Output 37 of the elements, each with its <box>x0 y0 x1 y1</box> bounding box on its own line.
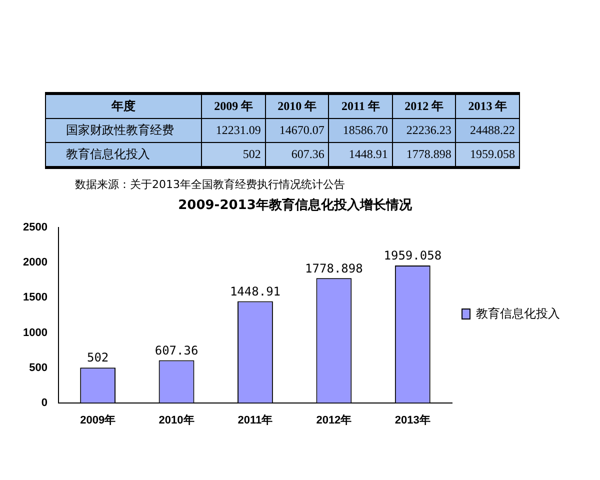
data-label: 502 <box>202 142 266 168</box>
chart-title: 2009-2013年教育信息化投入增长情况 <box>178 197 413 214</box>
y-tick-label: 1500 <box>22 292 48 304</box>
data-label: 18586.70 <box>328 118 392 142</box>
y-tick-label: 1000 <box>22 326 48 339</box>
data-label: 1959.058 <box>456 142 520 168</box>
data-label: 12231.09 <box>202 118 266 142</box>
data-label: 607.36 <box>265 142 329 168</box>
x-axis-title: 年度 <box>46 94 202 118</box>
data-label: 1778.898 <box>392 142 456 168</box>
x-tick-label: 2012年 <box>316 413 352 426</box>
data-label: 14670.07 <box>265 118 329 142</box>
y-tick-label: 国家财政性教育经费 <box>46 118 202 142</box>
source-note: 数据来源：关于2013年全国教育经费执行情况统计公告 <box>75 177 346 192</box>
x-tick-label: 2009年 <box>80 413 116 426</box>
data-label: 1959.058 <box>384 248 442 263</box>
y-tick-label: 教育信息化投入 <box>46 142 202 168</box>
y-tick-label: 0 <box>41 396 48 409</box>
data-label: 1448.91 <box>328 142 392 168</box>
x-tick-label: 2013年 <box>394 413 430 426</box>
x-tick-label: 2010年 <box>158 413 194 426</box>
legend-label: 教育信息化投入 <box>476 306 560 320</box>
y-tick-label: 2000 <box>22 256 48 269</box>
x-tick-label: 2011年 <box>238 413 273 426</box>
data-label: 1778.898 <box>305 261 363 276</box>
data-label: 607.36 <box>154 343 198 358</box>
y-tick-label: 500 <box>29 362 48 374</box>
x-tick-label: 2010 年 <box>265 94 329 118</box>
x-tick-label: 2011 年 <box>328 94 392 118</box>
x-tick-label: 2012 年 <box>392 94 456 118</box>
x-tick-label: 2013 年 <box>456 94 520 118</box>
data-label: 22236.23 <box>392 118 456 142</box>
x-tick-label: 2009 年 <box>202 94 266 118</box>
data-label: 502 <box>86 350 109 365</box>
data-label: 24488.22 <box>456 118 520 142</box>
data-label: 1448.91 <box>230 284 281 298</box>
y-tick-label: 2500 <box>22 222 48 234</box>
